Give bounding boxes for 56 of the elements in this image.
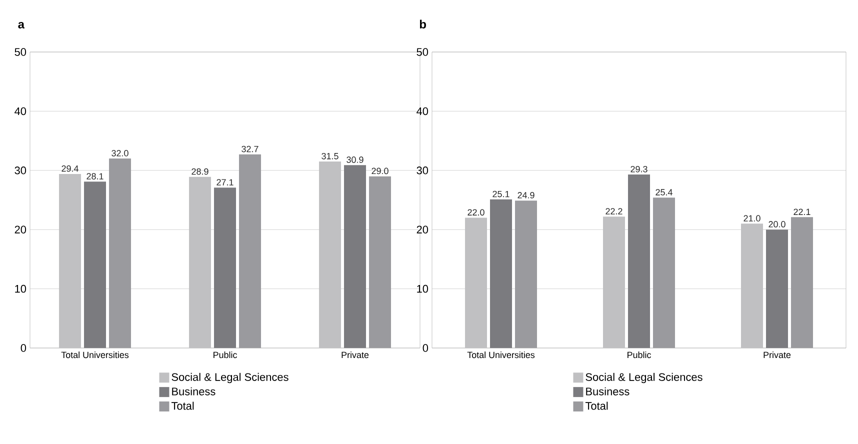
data-label: 29.4 bbox=[62, 165, 78, 172]
bar bbox=[515, 200, 538, 348]
y-tick-label: 50 bbox=[416, 48, 428, 56]
legend-label: Business bbox=[172, 387, 216, 396]
data-label: 24.9 bbox=[518, 192, 534, 198]
x-tick-label: Total Universities bbox=[61, 352, 129, 358]
y-tick-label: 0 bbox=[422, 344, 428, 352]
y-tick-label: 30 bbox=[14, 166, 26, 174]
legend-label: Social & Legal Sciences bbox=[586, 372, 702, 384]
bar bbox=[369, 176, 392, 348]
data-label: 28.1 bbox=[86, 173, 104, 180]
y-tick-label: 10 bbox=[417, 284, 428, 293]
y-tick-label: 30 bbox=[416, 166, 428, 174]
x-tick-label: Private bbox=[342, 352, 369, 358]
data-label: 22.2 bbox=[606, 208, 622, 214]
data-label: 32.0 bbox=[112, 150, 128, 156]
x-tick-label: Total Universities bbox=[467, 352, 535, 358]
data-label: 30.9 bbox=[346, 156, 364, 163]
y-tick-label: 10 bbox=[15, 284, 26, 293]
data-label: 29.3 bbox=[630, 166, 648, 172]
y-tick-label: 50 bbox=[14, 48, 26, 56]
data-label: 22.0 bbox=[468, 209, 484, 216]
legend-label: Total bbox=[585, 402, 608, 410]
data-label: 28.9 bbox=[192, 168, 208, 175]
bar bbox=[628, 174, 650, 348]
bar bbox=[214, 188, 236, 348]
chart-title: a bbox=[18, 22, 25, 28]
data-label: 20.0 bbox=[768, 221, 786, 228]
data-label: 29.0 bbox=[372, 168, 388, 174]
bar bbox=[791, 217, 814, 348]
chart-title: b bbox=[420, 20, 426, 28]
bar bbox=[239, 154, 262, 348]
bar bbox=[109, 158, 132, 348]
x-tick-label: Public bbox=[628, 352, 651, 358]
y-tick-label: 20 bbox=[416, 226, 428, 234]
y-tick-label: 20 bbox=[14, 226, 26, 234]
bar bbox=[653, 198, 676, 348]
data-label: 31.5 bbox=[322, 152, 338, 160]
data-label: 25.4 bbox=[656, 189, 672, 196]
y-tick-label: 40 bbox=[14, 107, 26, 116]
y-tick-label: 40 bbox=[416, 107, 428, 116]
data-label: 22.1 bbox=[794, 208, 810, 215]
bar bbox=[766, 230, 788, 348]
data-label: 32.7 bbox=[242, 146, 258, 152]
bar bbox=[490, 199, 512, 348]
legend-label: Business bbox=[586, 387, 630, 396]
bar bbox=[84, 182, 106, 348]
data-label: 21.0 bbox=[744, 215, 760, 222]
x-tick-label: Public bbox=[214, 352, 237, 358]
data-label: 25.1 bbox=[492, 190, 510, 198]
legend-label: Total bbox=[171, 402, 194, 410]
x-tick-label: Private bbox=[764, 352, 791, 358]
data-label: 27.1 bbox=[216, 179, 234, 186]
y-tick-label: 0 bbox=[20, 344, 26, 352]
legend-label: Social & Legal Sciences bbox=[172, 372, 288, 384]
bar bbox=[344, 165, 366, 348]
